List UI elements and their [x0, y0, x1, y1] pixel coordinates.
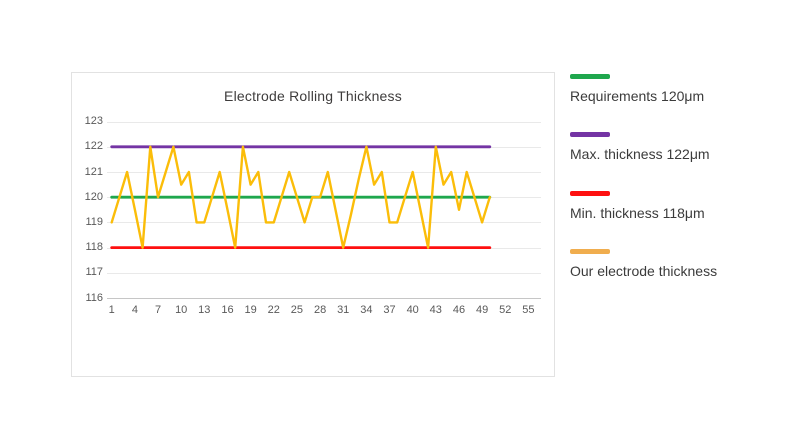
x-tick-label-25: 25 — [290, 304, 304, 316]
legend-item-min-thickness: Min. thickness 118μm — [570, 191, 705, 221]
y-tick-label-121: 121 — [84, 165, 103, 178]
y-tick-label-122: 122 — [84, 140, 103, 153]
x-tick-label-22: 22 — [267, 304, 280, 316]
x-tick-label-55: 55 — [522, 304, 535, 316]
x-tick-label-34: 34 — [360, 304, 373, 316]
gridline-y-121 — [107, 172, 541, 173]
legend-swatch-min-thickness-line — [570, 191, 610, 196]
gridline-y-120 — [107, 197, 541, 199]
gridline-y-118 — [107, 247, 541, 249]
x-tick-label-4: 4 — [131, 304, 138, 316]
legend-item-our-electrode-thickness: Our electrode thickness — [570, 249, 717, 279]
legend-label-min-thickness: Min. thickness 118μm — [570, 205, 705, 221]
legend-label-our-electrode-thickness: Our electrode thickness — [570, 263, 718, 279]
x-tick-label-43: 43 — [429, 304, 442, 316]
x-tick-label-1: 1 — [108, 304, 115, 316]
chart-title: Electrode Rolling Thickness — [224, 88, 402, 104]
x-tick-label-19: 19 — [244, 304, 257, 316]
x-tick-label-46: 46 — [452, 304, 466, 316]
y-tick-label-123: 123 — [84, 115, 103, 128]
x-tick-label-49: 49 — [475, 304, 489, 316]
x-tick-label-37: 37 — [383, 304, 396, 316]
chart-legend: Requirements 120μm Max. thickness 122μm … — [570, 0, 795, 440]
x-tick-label-10: 10 — [175, 304, 188, 316]
x-tick-label-40: 40 — [406, 304, 419, 316]
y-tick-label-117: 117 — [85, 266, 103, 279]
legend-label-requirements: Requirements 120μm — [570, 88, 705, 104]
y-tick-label-120: 120 — [84, 190, 103, 203]
gridline-y-123 — [107, 121, 541, 123]
legend-swatch-requirements-line — [570, 74, 610, 79]
chart-card — [71, 72, 555, 377]
y-tick-label-119: 119 — [85, 215, 103, 228]
legend-swatch-max-thickness-line — [570, 132, 610, 137]
legend-label-max-thickness: Max. thickness 122μm — [570, 146, 710, 162]
x-tick-label-13: 13 — [198, 304, 211, 316]
gridline-y-117 — [107, 272, 541, 274]
x-tick-label-7: 7 — [154, 304, 162, 316]
x-axis-line — [107, 298, 541, 299]
y-tick-label-116: 116 — [85, 291, 103, 304]
x-tick-label-31: 31 — [337, 304, 350, 316]
y-tick-label-118: 118 — [85, 241, 103, 254]
legend-swatch-our-electrode-line — [570, 249, 610, 254]
gridline-y-122 — [107, 146, 541, 148]
legend-item-max-thickness: Max. thickness 122μm — [570, 132, 710, 162]
x-tick-label-28: 28 — [313, 304, 327, 316]
x-tick-label-16: 16 — [221, 304, 234, 316]
legend-item-requirements: Requirements 120μm — [570, 74, 704, 104]
gridline-y-119 — [107, 222, 541, 224]
x-tick-label-52: 52 — [499, 304, 512, 316]
